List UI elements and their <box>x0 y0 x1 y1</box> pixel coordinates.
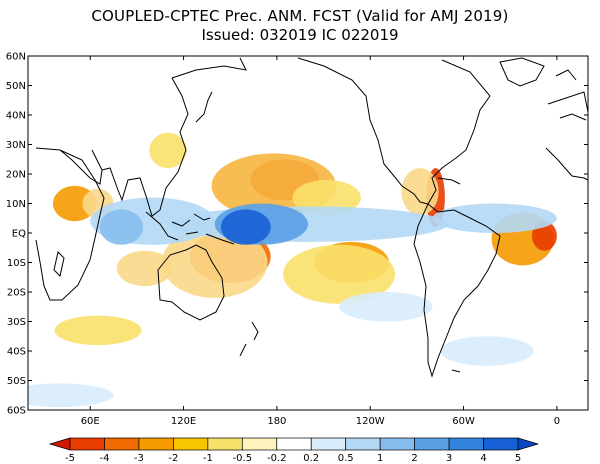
north-asia-coastline <box>171 57 247 79</box>
lat-label: 30S <box>7 317 26 328</box>
falklands-coastline <box>451 369 461 373</box>
colorbar-label: 1 <box>377 453 383 464</box>
colorbar-swatch <box>104 437 140 451</box>
anomaly-patch <box>220 209 271 245</box>
colorbar-swatch <box>138 437 174 451</box>
map-subtitle: Issued: 032019 IC 022019 <box>201 26 399 44</box>
anomaly-patch <box>28 383 114 408</box>
north-america-coastline <box>297 57 491 205</box>
colorbar-label: -1 <box>203 453 213 464</box>
lat-label: 40N <box>6 111 26 122</box>
anomaly-field <box>28 132 557 408</box>
anomaly-patch <box>432 203 557 233</box>
colorbar-label: -4 <box>99 453 109 464</box>
lat-label: 40S <box>7 347 26 358</box>
lat-label: 60N <box>6 52 26 63</box>
colorbar-swatch <box>207 437 243 451</box>
lon-label: 120E <box>171 416 196 427</box>
anomaly-patch <box>149 132 187 169</box>
colorbar-label: 5 <box>515 453 521 464</box>
lon-label: 60W <box>452 416 475 427</box>
greenland-coastline <box>499 57 545 87</box>
lat-label: 60S <box>7 406 26 417</box>
lon-label: 120W <box>356 416 385 427</box>
colorbar-swatch <box>483 437 519 451</box>
arabia-coastline <box>59 149 103 185</box>
lat-label: 50S <box>7 376 26 387</box>
australia-coastline <box>157 244 225 321</box>
colorbar-label: -0.2 <box>267 453 287 464</box>
lat-label: 20S <box>7 288 26 299</box>
colorbar-swatch <box>173 437 209 451</box>
anomaly-patch <box>283 244 396 304</box>
colorbar-swatch <box>69 437 105 451</box>
lat-label: EQ <box>12 229 26 240</box>
lat-label: 20N <box>6 170 26 181</box>
colorbar-swatch <box>310 437 347 451</box>
europe-coastline <box>547 69 588 121</box>
colorbar-swatch <box>448 437 484 451</box>
colorbar-swatch <box>345 437 381 451</box>
south-america-coastline <box>413 203 501 378</box>
lat-label: 50N <box>6 81 26 92</box>
anomaly-patch <box>401 168 439 216</box>
anomaly-patch <box>99 209 144 245</box>
madagascar-coastline <box>53 251 65 277</box>
lat-label: 30N <box>6 140 26 151</box>
colorbar-swatch <box>379 437 415 451</box>
new-zealand-coastline <box>239 321 259 357</box>
lon-label: 0 <box>554 416 560 427</box>
colorbar-swatch <box>276 437 312 451</box>
colorbar-swatch <box>414 437 450 451</box>
colorbar-arrow-left <box>48 437 71 451</box>
colorbar-swatch <box>241 437 278 451</box>
south-asia-coastline <box>101 77 189 217</box>
anomaly-patch <box>54 315 142 346</box>
cuba-coastline <box>437 177 461 185</box>
colorbar-label: -0.5 <box>233 453 253 464</box>
indonesia-coastline <box>145 211 235 245</box>
lon-label: 180 <box>267 416 286 427</box>
anomaly-patch <box>339 292 433 322</box>
colorbar-label: 4 <box>480 453 486 464</box>
anomaly-patch <box>440 336 534 366</box>
japan-coastline <box>195 91 213 123</box>
lat-label: 10N <box>6 199 26 210</box>
lon-label: 60E <box>81 416 100 427</box>
latitude-axis: 60N 50N 40N 30N 20N 10N EQ 10S 20S 30S 40S 50S 60S <box>6 52 588 417</box>
colorbar-label: -2 <box>168 453 178 464</box>
colorbar-label: -3 <box>134 453 144 464</box>
anomaly-patch <box>161 227 268 298</box>
anomaly-patch <box>292 179 361 216</box>
west-africa-coastline <box>545 147 588 181</box>
colorbar-label: 3 <box>446 453 452 464</box>
africa-coastline <box>35 147 105 301</box>
colorbar-arrow-right <box>517 437 540 451</box>
lat-label: 10S <box>7 258 26 269</box>
coastlines <box>35 57 588 378</box>
map-title: COUPLED-CPTEC Prec. ANM. FCST (Valid for… <box>91 7 509 25</box>
colorbar: -5 -4 -3 -2 -1 -0.5 -0.2 0.2 0.5 1 2 3 4 5 <box>48 437 540 464</box>
anomaly-patch <box>116 250 173 287</box>
longitude-axis: 60E 120E 180 120W 60W 0 <box>81 56 560 427</box>
colorbar-label: 0.5 <box>338 453 354 464</box>
colorbar-label: 2 <box>411 453 417 464</box>
colorbar-label: -5 <box>65 453 75 464</box>
colorbar-label: 0.2 <box>303 453 319 464</box>
